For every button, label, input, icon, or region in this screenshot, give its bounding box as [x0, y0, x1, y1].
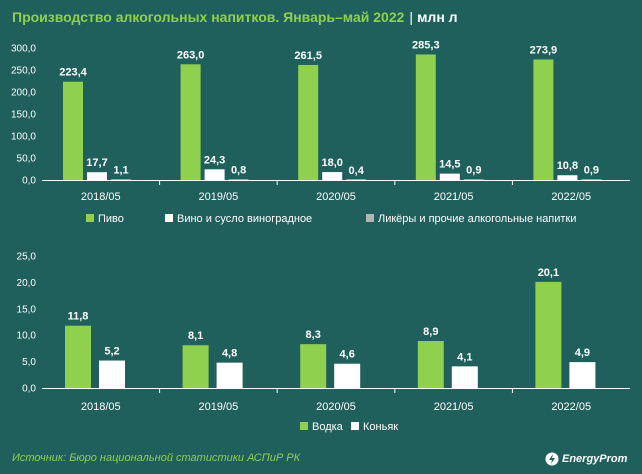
data-label-0-2-3: 0,9 [466, 165, 481, 177]
data-label-0-0-4: 273,9 [530, 44, 558, 56]
bar-0-0-4 [533, 59, 554, 180]
y-tick-label-1-3: 15,0 [17, 304, 37, 315]
legend-label-0-2: Ликёры и прочие алкогольные напитки [378, 213, 576, 225]
legend-swatch-1-0 [300, 422, 308, 430]
data-label-1-1-2: 4,6 [340, 349, 355, 361]
source-note: Источник: Бюро национальной статистики А… [12, 452, 301, 464]
x-tick-label-0-2: 2020/05 [316, 191, 356, 203]
data-label-1-0-0: 11,8 [68, 311, 89, 323]
bar-0-2-1 [228, 179, 249, 180]
bar-1-1-4 [569, 362, 596, 388]
bar-1-1-1 [216, 362, 243, 388]
bar-0-2-4 [581, 179, 602, 180]
bar-0-0-3 [415, 54, 436, 180]
data-label-1-0-2: 8,3 [306, 329, 321, 341]
data-label-0-1-3: 14,5 [439, 159, 460, 171]
bar-0-1-4 [557, 175, 578, 180]
bar-1-1-2 [334, 363, 361, 388]
data-label-1-1-3: 4,1 [457, 351, 472, 363]
y-tick-label-0-3: 150,0 [11, 110, 36, 121]
data-label-1-1-0: 5,2 [104, 346, 119, 358]
x-tick-label-0-1: 2019/05 [199, 191, 239, 203]
data-label-0-0-1: 263,0 [177, 49, 205, 61]
data-label-0-1-1: 24,3 [204, 154, 225, 166]
y-tick-label-1-2: 10,0 [17, 331, 37, 342]
legend-label-1-0: Водка [312, 421, 344, 433]
data-label-0-2-2: 0,4 [349, 165, 365, 177]
data-label-0-2-4: 0,9 [584, 165, 599, 177]
y-tick-label-1-4: 20,0 [17, 278, 37, 289]
bar-1-0-3 [417, 341, 444, 388]
x-tick-label-1-0: 2018/05 [81, 401, 121, 413]
x-tick-label-0-0: 2018/05 [81, 191, 121, 203]
chart-title-main: Производство алкогольных напитков. Январ… [12, 9, 405, 25]
y-tick-label-0-0: 0,0 [22, 176, 36, 187]
legend-label-0-0: Пиво [98, 213, 124, 225]
bar-0-1-2 [322, 172, 343, 180]
data-label-1-0-1: 8,1 [188, 330, 203, 342]
x-tick-label-1-3: 2021/05 [434, 401, 474, 413]
title-separator: | [409, 9, 414, 25]
data-label-1-0-3: 8,9 [423, 326, 438, 338]
data-label-1-1-4: 4,9 [575, 347, 590, 359]
x-tick-label-0-4: 2022/05 [551, 191, 591, 203]
bar-1-1-3 [451, 366, 478, 388]
data-label-0-1-4: 10,8 [557, 160, 578, 172]
data-label-0-2-0: 1,1 [113, 165, 128, 177]
logo-text: EnergyProm [562, 453, 628, 465]
y-tick-label-0-5: 250,0 [11, 66, 36, 77]
bar-1-0-1 [182, 345, 209, 388]
y-tick-label-0-2: 100,0 [11, 132, 36, 143]
legend-label-0-1: Вино и сусло виноградное [177, 213, 312, 225]
y-tick-label-0-4: 200,0 [11, 88, 36, 99]
logo: EnergyProm [545, 450, 627, 468]
bar-0-1-3 [439, 173, 460, 180]
legend-swatch-0-1 [165, 214, 173, 222]
legend-swatch-0-2 [366, 214, 374, 222]
bar-1-1-0 [99, 360, 125, 388]
legend-swatch-0-0 [86, 214, 94, 222]
data-label-0-0-2: 261,5 [294, 50, 322, 62]
data-label-1-0-4: 20,1 [538, 267, 559, 279]
chart-title: Производство алкогольных напитков. Январ… [12, 9, 458, 29]
y-tick-label-1-5: 25,0 [17, 252, 37, 263]
legend-swatch-1-1 [351, 422, 359, 430]
bar-0-0-1 [180, 64, 201, 180]
bar-1-0-0 [65, 325, 91, 388]
x-tick-label-1-1: 2019/05 [199, 401, 239, 413]
y-tick-label-1-1: 5,0 [22, 357, 36, 368]
bar-0-0-2 [298, 64, 319, 180]
data-label-0-0-3: 285,3 [412, 39, 440, 51]
y-tick-label-0-6: 300,0 [11, 44, 36, 55]
x-tick-label-1-4: 2022/05 [551, 401, 591, 413]
bar-0-1-1 [204, 169, 225, 180]
data-label-1-1-1: 4,8 [222, 348, 237, 360]
bar-0-2-2 [346, 179, 367, 180]
bar-0-1-0 [87, 172, 107, 180]
bolt-logo-icon [545, 452, 559, 466]
bar-0-0-0 [63, 81, 83, 180]
data-label-0-1-2: 18,0 [321, 157, 342, 169]
chart-unit: млн л [417, 9, 458, 25]
data-label-0-1-0: 17,7 [86, 157, 107, 169]
y-tick-label-0-1: 50,0 [17, 154, 37, 165]
legend-label-1-1: Коньяк [363, 421, 398, 433]
x-tick-label-0-3: 2021/05 [434, 191, 474, 203]
bar-1-0-4 [535, 281, 562, 388]
bar-0-2-0 [111, 179, 131, 180]
y-tick-label-1-0: 0,0 [22, 384, 36, 395]
bar-0-2-3 [463, 179, 484, 180]
data-label-0-0-0: 223,4 [59, 67, 87, 79]
x-tick-label-1-2: 2020/05 [316, 401, 356, 413]
data-label-0-2-1: 0,8 [231, 165, 246, 177]
bar-1-0-2 [300, 344, 327, 388]
